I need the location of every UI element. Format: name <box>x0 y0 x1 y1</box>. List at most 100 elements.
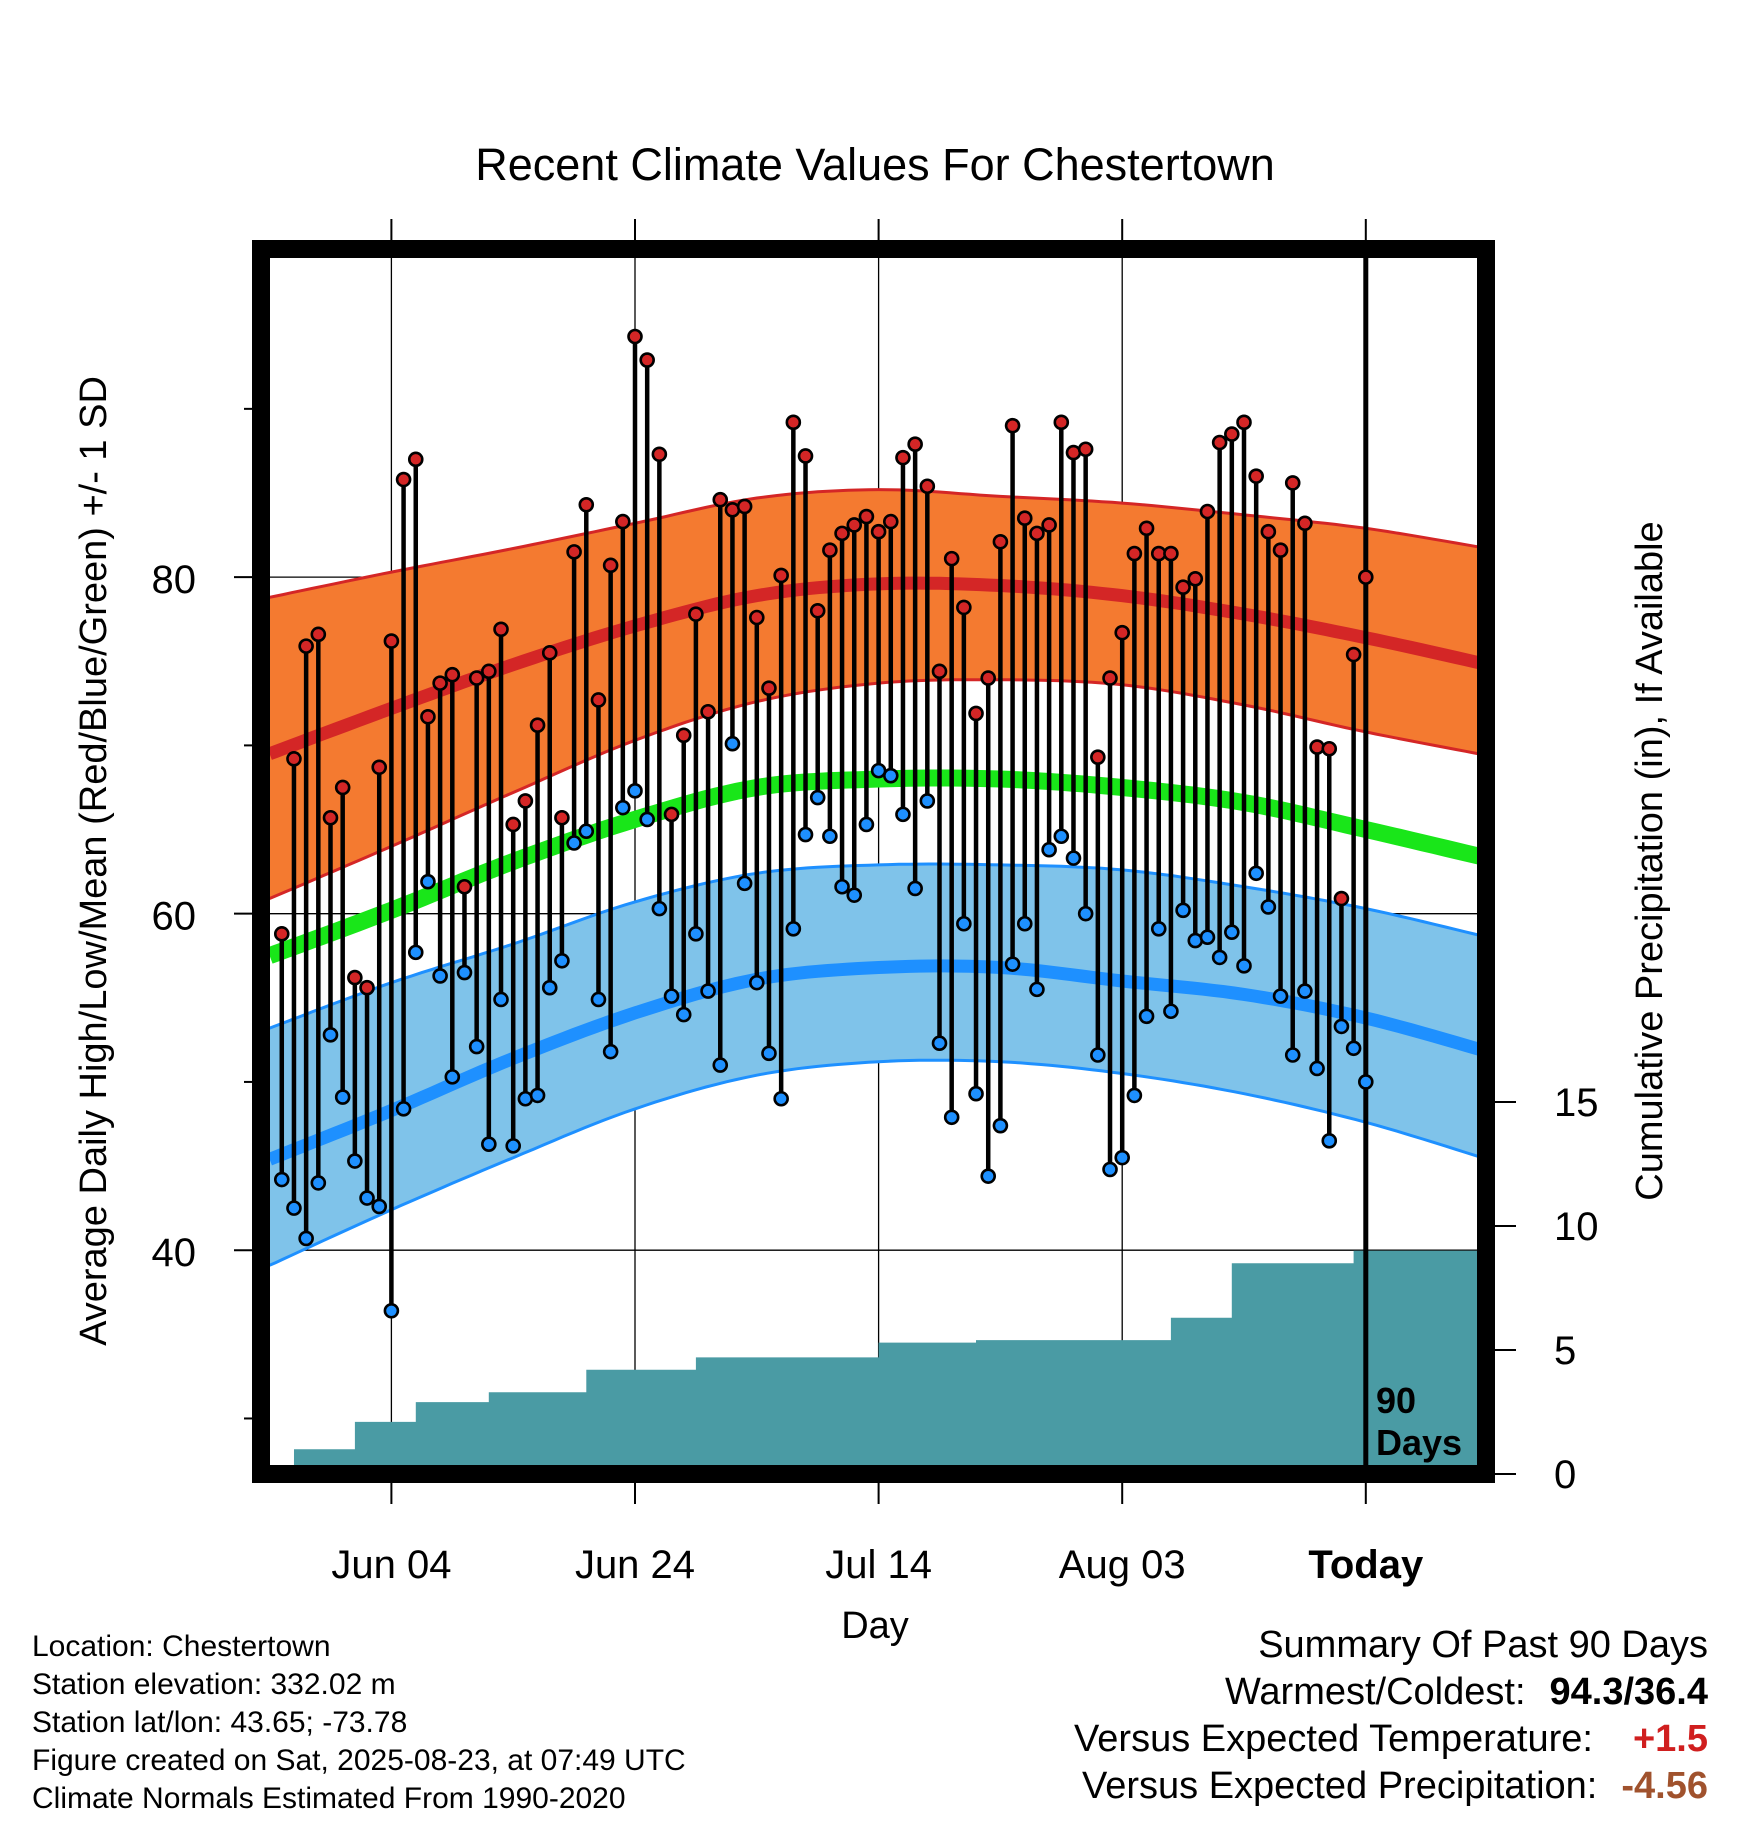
daily-high-point <box>797 448 814 464</box>
daily-low-point <box>724 735 741 752</box>
daily-high-point <box>1016 510 1033 527</box>
daily-high-point <box>785 414 802 431</box>
daily-high-point <box>1199 503 1216 520</box>
daily-low-point <box>785 921 802 937</box>
daily-high-point <box>651 446 668 463</box>
low-sd-band <box>269 864 1486 1266</box>
daily-low-point <box>359 1190 375 1206</box>
daily-high-point <box>846 517 863 533</box>
daily-low-point <box>1284 1047 1301 1063</box>
daily-points <box>273 328 1374 1319</box>
daily-high-point <box>895 449 911 466</box>
daily-low-point <box>1077 905 1094 922</box>
daily-low-point <box>493 991 509 1008</box>
daily-low-point <box>468 1038 485 1055</box>
y2-tick-label: 10 <box>1554 1205 1599 1249</box>
daily-low-point <box>1309 1060 1325 1077</box>
daily-low-point <box>505 1138 522 1154</box>
summary-title: Summary Of Past 90 Days <box>1258 1624 1708 1666</box>
daily-low-point <box>651 900 668 917</box>
y-tick-label: 80 <box>152 558 197 602</box>
daily-high-point <box>1272 542 1289 559</box>
daily-high-point <box>809 602 826 619</box>
daily-high-point <box>639 352 655 368</box>
daily-high-point <box>956 599 972 616</box>
daily-low-point <box>822 828 838 845</box>
daily-high-point <box>602 557 619 574</box>
daily-high-point <box>529 717 546 734</box>
daily-high-point <box>481 663 497 680</box>
daily-low-point <box>578 823 595 840</box>
daily-low-point <box>1236 958 1252 974</box>
daily-high-point <box>1114 624 1130 641</box>
daily-low-point <box>395 1101 412 1117</box>
location-text: Location: Chestertown <box>32 1630 331 1663</box>
daily-high-point <box>310 626 327 643</box>
daily-low-point <box>554 952 570 969</box>
daily-low-point <box>1333 1018 1350 1035</box>
daily-high-point <box>1211 434 1228 451</box>
precip-label: Versus Expected Precipitation: <box>1081 1765 1598 1807</box>
today-marker-label: 90 Days <box>1376 1380 1462 1463</box>
daily-low-point <box>1114 1149 1130 1166</box>
chart-title: Recent Climate Values For Chestertown <box>475 139 1275 190</box>
normal-mean-line <box>266 769 1486 964</box>
daily-high-point <box>590 692 607 708</box>
x-tick-label: Jun 04 <box>331 1543 451 1587</box>
y2-tick-label: 5 <box>1554 1329 1576 1373</box>
daily-low-point <box>1016 915 1033 932</box>
daily-low-point <box>797 826 814 843</box>
plot-frame <box>252 240 1495 1483</box>
daily-high-point <box>468 670 485 686</box>
daily-low-point <box>566 835 582 851</box>
daily-low-point <box>1138 1008 1155 1025</box>
daily-high-point <box>383 633 400 649</box>
daily-high-point <box>273 926 290 942</box>
x-tick-label: Jul 14 <box>825 1543 932 1587</box>
daily-high-point <box>334 779 351 796</box>
daily-low-point <box>639 811 655 828</box>
daily-low-point <box>907 880 923 897</box>
daily-high-point <box>1004 417 1021 434</box>
y2-tick-label: 15 <box>1554 1081 1599 1125</box>
daily-high-point <box>1126 545 1143 562</box>
daily-high-point <box>943 550 960 567</box>
daily-high-point <box>992 533 1009 550</box>
daily-high-point <box>968 705 984 722</box>
daily-high-point <box>882 513 899 530</box>
daily-low-point <box>456 964 473 981</box>
daily-high-point <box>444 666 461 683</box>
normals-text: Climate Normals Estimated From 1990-2020 <box>32 1782 626 1815</box>
daily-low-point <box>931 1035 948 1052</box>
daily-low-point <box>1090 1047 1106 1063</box>
daily-high-point <box>1138 520 1155 537</box>
daily-high-point <box>359 979 375 996</box>
high-sd-band-upper-edge <box>269 488 1486 599</box>
daily-low-point <box>1053 828 1070 845</box>
daily-high-point <box>627 328 643 345</box>
daily-low-point <box>1163 1003 1179 1020</box>
daily-high-point <box>1163 545 1179 562</box>
x-tick-label: Jun 24 <box>575 1543 695 1587</box>
daily-low-point <box>748 974 765 991</box>
daily-high-point <box>1077 441 1094 458</box>
daily-high-point <box>578 496 595 513</box>
daily-low-point <box>310 1175 327 1191</box>
daily-low-point <box>1004 956 1021 972</box>
daily-high-point <box>675 727 692 744</box>
daily-high-point <box>517 793 534 809</box>
daily-high-point <box>505 816 522 833</box>
daily-low-point <box>1224 924 1240 940</box>
daily-high-point <box>347 969 363 986</box>
daily-low-point <box>1272 988 1289 1004</box>
daily-high-point <box>566 544 582 560</box>
daily-high-point <box>748 609 765 626</box>
daily-low-point <box>1297 983 1313 999</box>
daily-high-point <box>1345 646 1362 663</box>
daily-low-point <box>273 1171 290 1188</box>
summary-panel: Summary Of Past 90 Days Warmest/Coldest:… <box>1074 1624 1708 1808</box>
daily-low-point <box>444 1069 461 1085</box>
daily-low-point <box>688 926 704 942</box>
daily-high-point <box>663 806 680 823</box>
daily-high-point <box>1333 890 1350 907</box>
